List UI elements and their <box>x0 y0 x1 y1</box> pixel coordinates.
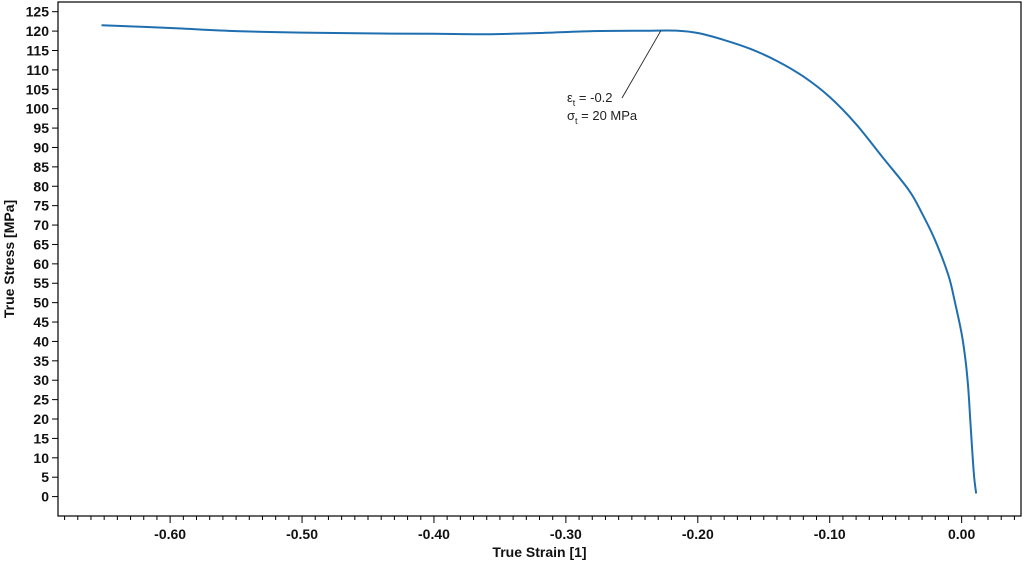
x-tick-label: -0.40 <box>418 526 450 542</box>
x-tick-label: -0.10 <box>814 526 846 542</box>
y-tick-label: 100 <box>26 101 50 117</box>
x-axis-title: True Strain [1] <box>492 544 586 560</box>
y-tick-label: 10 <box>33 450 49 466</box>
annotation-strain-label: εt = -0.2 <box>567 90 613 108</box>
x-tick-label: -0.50 <box>286 526 318 542</box>
annotation: εt = -0.2 σt = 20 MPa <box>567 30 662 126</box>
y-tick-label: 25 <box>33 392 49 408</box>
y-tick-label: 80 <box>33 178 49 194</box>
x-tick-label: -0.20 <box>682 526 714 542</box>
x-tick-label: -0.30 <box>550 526 582 542</box>
y-tick-label: 15 <box>33 430 49 446</box>
y-tick-label: 75 <box>33 198 49 214</box>
y-tick-label: 105 <box>26 81 50 97</box>
y-tick-label: 85 <box>33 159 49 175</box>
y-tick-label: 115 <box>26 42 49 58</box>
y-tick-label: 90 <box>33 139 49 155</box>
plot-frame <box>57 1 1022 517</box>
y-tick-label: 120 <box>26 23 50 39</box>
series-layer <box>101 24 978 494</box>
annotation-leader-line <box>621 30 662 99</box>
y-tick-label: 70 <box>33 217 49 233</box>
y-tick-label: 20 <box>33 411 49 427</box>
x-tick-label: -0.60 <box>154 526 186 542</box>
y-tick-label: 40 <box>33 333 49 349</box>
y-axis-title: True Stress [MPa] <box>1 200 17 318</box>
y-tick-label: 95 <box>33 120 49 136</box>
y-tick-label: 5 <box>41 469 49 485</box>
axes <box>57 1 1022 517</box>
x-axis-ticks: -0.60 -0.50 -0.40 -0.30 -0.20 -0.10 0.00 <box>64 516 1015 542</box>
y-tick-label: 35 <box>33 353 49 369</box>
y-tick-label: 45 <box>33 314 49 330</box>
stress-strain-curve <box>101 24 978 494</box>
y-tick-label: 30 <box>33 372 49 388</box>
x-tick-label: 0.00 <box>948 526 975 542</box>
y-tick-label: 65 <box>33 236 49 252</box>
y-tick-label: 60 <box>33 256 49 272</box>
y-axis-ticks: 0 5 10 15 20 25 30 35 40 45 50 55 60 65 70 75 80 85 90 95 10… <box>26 4 58 505</box>
y-tick-label: 125 <box>26 4 50 20</box>
y-tick-label: 0 <box>41 489 49 505</box>
y-tick-label: 110 <box>26 62 49 78</box>
y-tick-label: 55 <box>33 275 49 291</box>
y-tick-label: 50 <box>33 295 49 311</box>
annotation-stress-label: σt = 20 MPa <box>567 108 638 126</box>
